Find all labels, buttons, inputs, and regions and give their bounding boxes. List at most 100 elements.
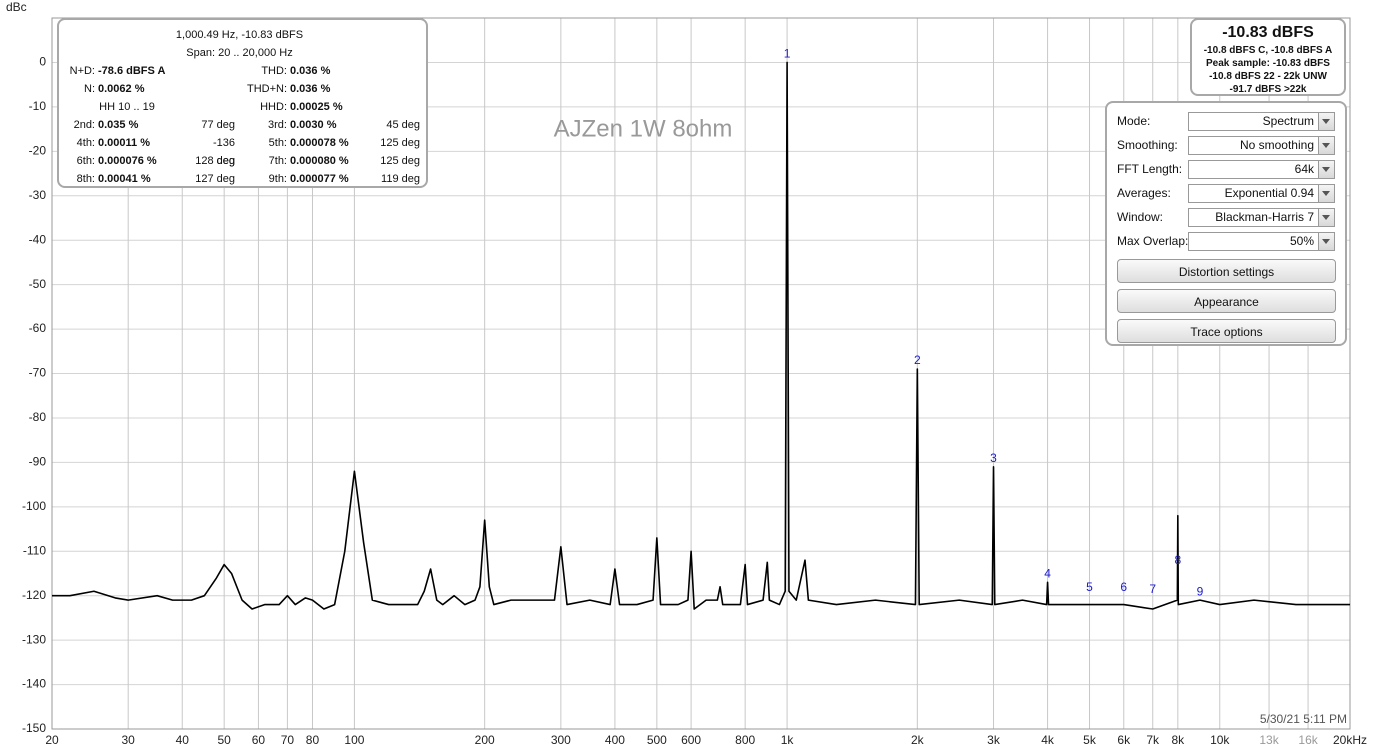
stat-value: -78.6 dBFS A bbox=[98, 65, 166, 77]
harmonic-phase: 77 deg bbox=[201, 119, 235, 131]
button[interactable]: Appearance bbox=[1117, 289, 1336, 313]
harmonic-value: 0.000076 % bbox=[98, 155, 157, 167]
harmonic-value: 0.035 % bbox=[98, 119, 139, 131]
x-tick-label: 3k bbox=[987, 733, 1001, 747]
distortion-grid: N+D: -78.6 dBFS A THD: 0.036 % N: 0.0062 % THD… bbox=[59, 62, 420, 188]
x-tick-label: 7k bbox=[1146, 733, 1160, 747]
x-tick-label: 30 bbox=[122, 733, 136, 747]
x-tick-label: 1k bbox=[781, 733, 795, 747]
dropdown-value: 50% bbox=[1289, 233, 1314, 248]
dropdown-value: Blackman-Harris 7 bbox=[1215, 209, 1314, 224]
harmonic-label: 7th: bbox=[268, 155, 287, 167]
dropdown[interactable]: 50% bbox=[1188, 231, 1335, 251]
level-main: -10.83 dBFS bbox=[1222, 24, 1314, 41]
harmonic-marker: 2 bbox=[914, 353, 921, 367]
stat-label: THD: bbox=[261, 65, 287, 77]
y-tick-label: -40 bbox=[29, 232, 47, 246]
level-line: -91.7 dBFS >22k bbox=[1229, 84, 1307, 95]
dropdown-value: 64k bbox=[1294, 161, 1314, 176]
control-label: Averages: bbox=[1117, 186, 1171, 200]
harmonic-phase: 45 deg bbox=[386, 119, 420, 131]
harmonic-phase: 119 deg bbox=[381, 173, 420, 185]
harmonic-marker: 3 bbox=[990, 451, 997, 465]
x-tick-label: 8k bbox=[1171, 733, 1185, 747]
x-tick-label: 6k bbox=[1117, 733, 1131, 747]
stat-label: THD+N: bbox=[246, 83, 287, 95]
timestamp: 5/30/21 5:11 PM bbox=[1260, 712, 1347, 726]
x-tick-label: 20kHz bbox=[1333, 733, 1367, 747]
harmonic-phase: 125 deg bbox=[380, 155, 420, 167]
level-panel: -10.83 dBFS -10.8 dBFS C, -10.8 dBFS A Pe… bbox=[1190, 18, 1346, 96]
harmonic-marker: 5 bbox=[1086, 580, 1093, 594]
dropdown[interactable]: Spectrum bbox=[1188, 111, 1335, 131]
x-tick-label: 400 bbox=[605, 733, 625, 747]
x-tick-label: 50 bbox=[217, 733, 231, 747]
y-tick-label: -130 bbox=[22, 632, 46, 646]
stat-value: 0.00025 % bbox=[290, 101, 343, 113]
heading: 1,000.49 Hz, -10.83 dBFS bbox=[175, 29, 304, 41]
button[interactable]: Distortion settings bbox=[1117, 259, 1336, 283]
dropdown[interactable]: Blackman-Harris 7 bbox=[1188, 207, 1335, 227]
x-tick-label: 500 bbox=[647, 733, 667, 747]
control-label: Window: bbox=[1117, 210, 1164, 224]
dropdown[interactable]: Exponential 0.94 bbox=[1188, 183, 1335, 203]
dropdown-arrow bbox=[1318, 136, 1334, 154]
x-tick-label: 70 bbox=[281, 733, 295, 747]
y-tick-label: -30 bbox=[29, 188, 47, 202]
controls-panel: Mode: Spectrum Smoothing: No smoothing FFT L… bbox=[1105, 101, 1347, 346]
harmonic-value: 0.000078 % bbox=[290, 137, 349, 149]
x-tick-label: 16k bbox=[1298, 733, 1318, 747]
y-tick-label: -70 bbox=[29, 366, 47, 380]
dropdown[interactable]: 64k bbox=[1188, 159, 1335, 179]
harmonic-label: 8th: bbox=[76, 173, 95, 185]
watermark: AJZen 1W 8ohm bbox=[554, 115, 733, 142]
y-tick-label: -110 bbox=[23, 543, 46, 557]
x-tick-label: 20 bbox=[45, 733, 59, 747]
harmonic-label: 6th: bbox=[76, 155, 95, 167]
button[interactable]: Trace options bbox=[1117, 319, 1336, 343]
y-tick-label: -20 bbox=[29, 143, 47, 157]
control-row: Smoothing: No smoothing bbox=[1117, 133, 1335, 157]
x-tick-label: 4k bbox=[1041, 733, 1055, 747]
x-tick-label: 5k bbox=[1083, 733, 1097, 747]
dropdown-value: Exponential 0.94 bbox=[1224, 185, 1314, 200]
stat-label: N: bbox=[84, 83, 95, 95]
harmonic-phase: 125 deg bbox=[380, 137, 420, 149]
y-tick-label: 0 bbox=[39, 55, 46, 69]
y-tick-label: -10 bbox=[29, 99, 47, 113]
harmonic-label: 4th: bbox=[76, 137, 95, 149]
y-tick-label: -140 bbox=[22, 677, 46, 691]
control-label: Mode: bbox=[1117, 114, 1151, 128]
dropdown-value: Spectrum bbox=[1262, 113, 1314, 128]
x-tick-label: 13k bbox=[1259, 733, 1279, 747]
spectrum-trace bbox=[52, 61, 1350, 610]
y-tick-label: -60 bbox=[29, 321, 47, 335]
dropdown-arrow bbox=[1318, 184, 1334, 202]
plot-border bbox=[51, 17, 1351, 730]
stat-value: 0.036 % bbox=[290, 65, 331, 77]
harmonic-phase: -136 deg bbox=[212, 137, 235, 167]
x-tick-label: 60 bbox=[252, 733, 266, 747]
harmonic-marker: 7 bbox=[1149, 582, 1156, 596]
control-row: Max Overlap: 50% bbox=[1117, 229, 1335, 253]
stat-label: HHD: bbox=[260, 101, 287, 113]
harmonic-value: 0.00011 % bbox=[98, 137, 150, 149]
harmonic-label: 5th: bbox=[268, 137, 287, 149]
y-axis-label: dBc bbox=[6, 0, 27, 14]
y-tick-label: -150 bbox=[22, 721, 46, 735]
harmonic-value: 0.00041 % bbox=[98, 173, 151, 185]
x-tick-label: 800 bbox=[735, 733, 755, 747]
y-tick-label: -50 bbox=[29, 277, 47, 291]
harmonic-marker: 6 bbox=[1120, 580, 1127, 594]
control-label: FFT Length: bbox=[1117, 162, 1183, 176]
dropdown[interactable]: No smoothing bbox=[1188, 135, 1335, 155]
harmonic-value: 0.000077 % bbox=[290, 173, 349, 185]
harmonic-label: 2nd: bbox=[73, 119, 95, 131]
y-tick-label: -80 bbox=[29, 410, 47, 424]
y-tick-label: -100 bbox=[22, 499, 46, 513]
x-tick-label: 2k bbox=[911, 733, 925, 747]
harmonic-marker: 4 bbox=[1044, 567, 1051, 581]
level-line: -10.8 dBFS 22 - 22k UNW bbox=[1209, 71, 1327, 82]
x-tick-label: 600 bbox=[681, 733, 701, 747]
